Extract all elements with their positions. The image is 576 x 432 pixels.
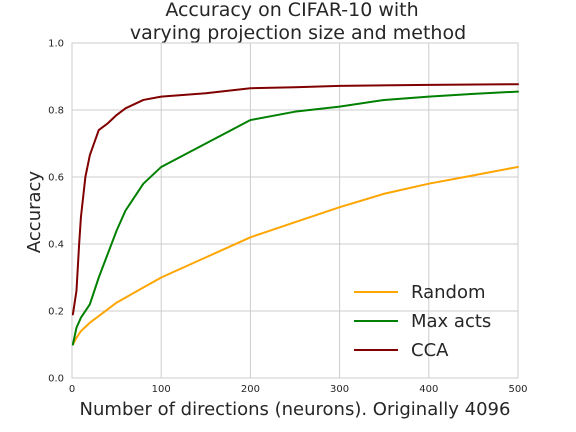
y-tick-label: 1.0 bbox=[48, 39, 64, 50]
series-line-random bbox=[71, 165, 519, 346]
legend: Random Max acts CCA bbox=[354, 282, 491, 361]
x-tick-label: 400 bbox=[419, 384, 438, 395]
legend-label-max-acts: Max acts bbox=[411, 311, 491, 332]
x-tick-label: 0 bbox=[69, 384, 75, 395]
series-line-max-acts bbox=[71, 90, 519, 346]
x-axis-label: Number of directions (neurons). Original… bbox=[80, 399, 511, 420]
x-tick-label: 500 bbox=[508, 384, 527, 395]
y-tick-label: 0.8 bbox=[48, 106, 64, 117]
grid bbox=[71, 42, 519, 379]
y-tick-label: 0.6 bbox=[48, 173, 64, 184]
y-axis-label: Accuracy bbox=[24, 171, 45, 254]
series-layer bbox=[71, 83, 519, 346]
legend-label-random: Random bbox=[411, 282, 486, 303]
y-tick-label: 0.0 bbox=[48, 374, 64, 385]
chart-title-line-1: Accuracy on CIFAR-10 with bbox=[165, 0, 418, 21]
x-tick-label: 200 bbox=[241, 384, 260, 395]
y-tick-label: 0.4 bbox=[48, 240, 64, 251]
legend-label-cca: CCA bbox=[411, 340, 449, 361]
x-tick-label: 300 bbox=[330, 384, 349, 395]
x-tick-label: 100 bbox=[152, 384, 171, 395]
series-line-cca bbox=[71, 83, 519, 316]
tick-layer: 0 100 200 300 400 500 0.0 0.2 0.4 0.6 0.8 1.0 bbox=[48, 39, 527, 396]
chart-title-line-2: varying projection size and method bbox=[130, 22, 466, 44]
y-tick-label: 0.2 bbox=[48, 307, 64, 318]
